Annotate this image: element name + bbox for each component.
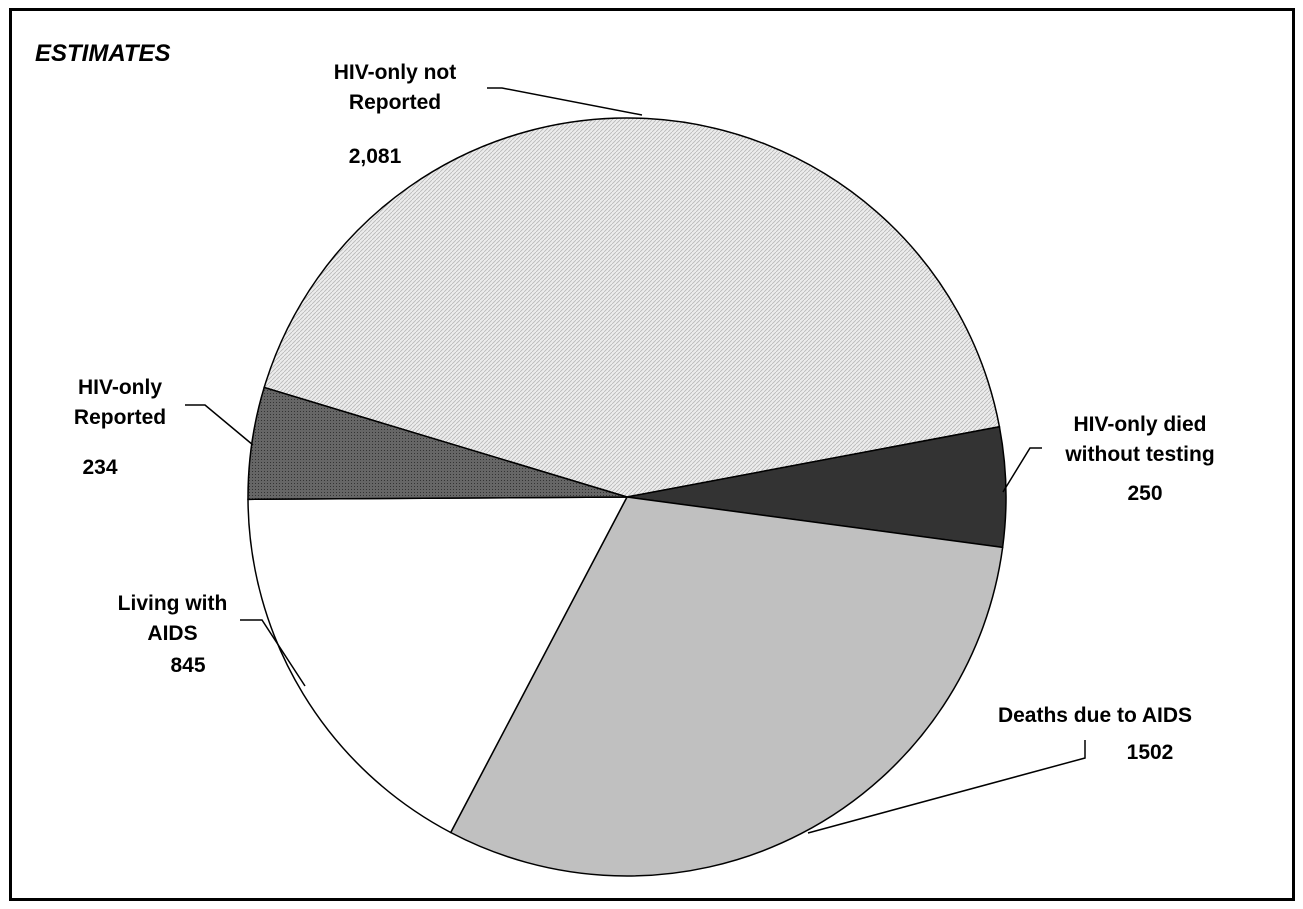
slice-label: HIV-only died without testing bbox=[1065, 413, 1215, 466]
pie-slice bbox=[449, 496, 1004, 877]
slice-label: Living with AIDS bbox=[117, 592, 228, 645]
chart-title: ESTIMATES bbox=[35, 40, 171, 67]
value-label: 2,081 bbox=[348, 145, 402, 168]
frame bbox=[9, 8, 1295, 901]
slice-label: HIV-only not Reported bbox=[333, 61, 457, 114]
pie-slice bbox=[247, 496, 629, 834]
value-label: 1502 bbox=[1126, 741, 1174, 764]
leader-lines bbox=[185, 87, 1086, 834]
pie-slice bbox=[263, 117, 1001, 498]
value-label: 234 bbox=[82, 456, 118, 479]
leader-line bbox=[807, 740, 1086, 834]
pie-slice bbox=[247, 386, 628, 501]
leader-line bbox=[185, 404, 254, 446]
leader-line bbox=[487, 87, 643, 116]
value-label: 845 bbox=[170, 654, 206, 677]
slice-label: HIV-only Reported bbox=[73, 376, 167, 429]
leader-line bbox=[1002, 447, 1042, 493]
value-label: 250 bbox=[1127, 482, 1163, 505]
slice-label: Deaths due to AIDS bbox=[997, 704, 1193, 727]
leader-line bbox=[240, 619, 306, 687]
